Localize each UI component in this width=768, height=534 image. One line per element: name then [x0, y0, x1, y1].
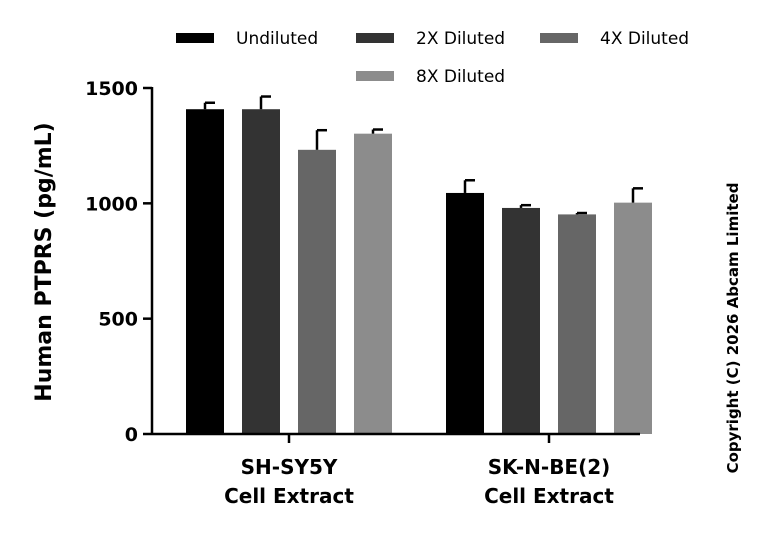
x-category-label-1-1: Cell Extract — [484, 484, 614, 508]
legend-swatch-3 — [356, 71, 394, 81]
x-category-label-1-0: SK-N-BE(2) — [488, 455, 611, 479]
y-tick-label-0: 0 — [125, 424, 138, 446]
legend-swatch-0 — [176, 33, 214, 43]
legend-label-3: 8X Diluted — [416, 67, 505, 87]
bar-3-1 — [614, 202, 652, 434]
y-tick-label-2: 1000 — [85, 193, 138, 215]
bar-1-1 — [502, 207, 540, 434]
bars-group — [186, 95, 652, 434]
bar-3-0 — [354, 133, 392, 434]
legend-label-2: 4X Diluted — [600, 29, 689, 49]
legend: Undiluted 2X Diluted 4X Diluted 8X Diluted — [176, 29, 689, 87]
legend-label-1: 2X Diluted — [416, 29, 505, 49]
bar-0-0 — [186, 109, 224, 434]
x-category-label-0-1: Cell Extract — [224, 484, 354, 508]
bar-0-1 — [446, 192, 484, 434]
bar-2-1 — [558, 214, 596, 434]
copyright-text: Copyright (C) 2026 Abcam Limited — [724, 183, 742, 474]
legend-swatch-2 — [540, 33, 578, 43]
x-category-label-0-0: SH-SY5Y — [241, 455, 338, 479]
bar-1-0 — [242, 109, 280, 434]
axes-group: 0 500 1000 1500 SH-SY5Y Cell Extract SK-N-BE(2… — [85, 78, 640, 508]
y-axis-title: Human PTPRS (pg/mL) — [32, 122, 57, 401]
y-tick-label-1: 500 — [98, 309, 138, 331]
bar-2-0 — [298, 149, 336, 434]
legend-label-0: Undiluted — [236, 29, 318, 49]
y-tick-label-3: 1500 — [85, 78, 138, 100]
legend-swatch-1 — [356, 33, 394, 43]
